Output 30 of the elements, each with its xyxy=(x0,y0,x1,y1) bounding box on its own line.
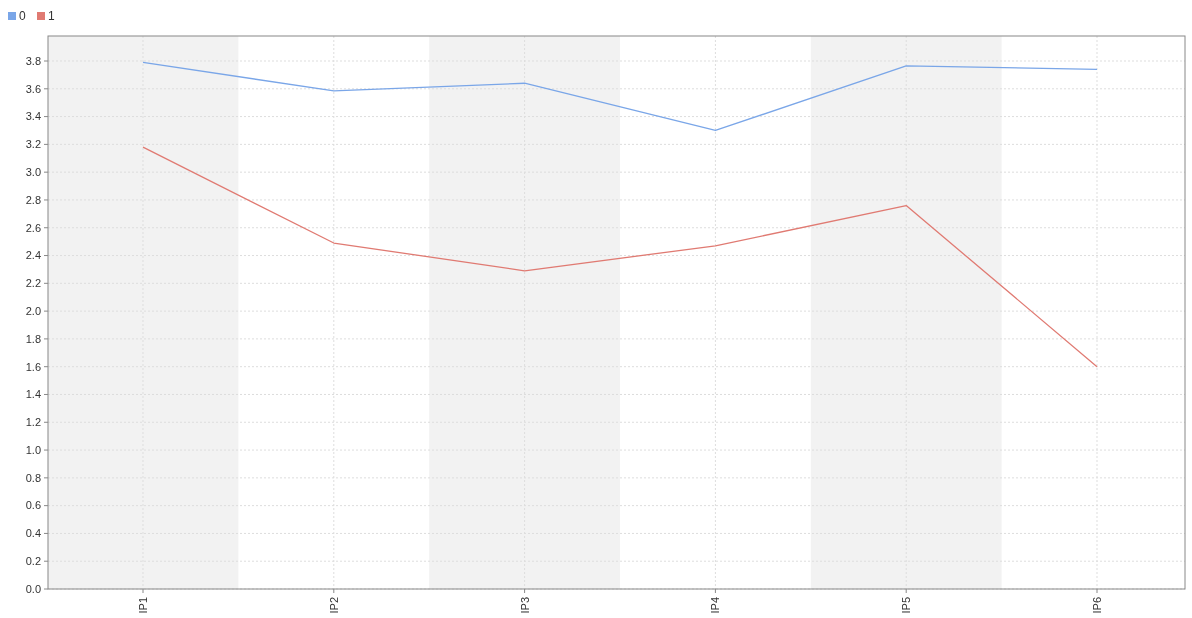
y-tick-label: 3.0 xyxy=(25,166,41,179)
x-tick-label: IP2 xyxy=(327,597,340,614)
y-tick-label: 0.4 xyxy=(25,527,41,540)
y-tick-label: 2.4 xyxy=(25,249,41,262)
x-tick-label: IP3 xyxy=(518,597,531,614)
x-tick-label: IP4 xyxy=(709,597,722,614)
legend-label: 1 xyxy=(48,9,55,23)
y-tick-label: 0.2 xyxy=(25,555,41,568)
y-tick-label: 0.6 xyxy=(25,499,41,512)
y-tick-label: 0.8 xyxy=(25,471,41,484)
y-tick-label: 2.0 xyxy=(25,304,41,317)
x-tick-label: IP1 xyxy=(137,597,149,614)
x-tick-label: IP5 xyxy=(900,597,913,614)
y-tick-label: 2.6 xyxy=(25,221,41,234)
y-tick-label: 1.2 xyxy=(25,416,41,429)
line-series xyxy=(142,61,1098,132)
y-tick-label: 2.8 xyxy=(25,193,41,206)
y-tick-label: 3.6 xyxy=(25,82,41,95)
y-tick-label: 3.8 xyxy=(25,54,41,67)
y-tick-label: 0.0 xyxy=(25,582,41,595)
y-tick-label: 2.2 xyxy=(25,277,41,290)
y-tick-label: 1.0 xyxy=(25,443,41,456)
x-tick-label: IP6 xyxy=(1091,597,1103,614)
line-series xyxy=(142,146,1098,368)
legend-label: 0 xyxy=(19,9,26,23)
y-tick-label: 1.4 xyxy=(25,388,41,401)
y-tick-label: 1.8 xyxy=(25,332,41,345)
y-tick-label: 1.6 xyxy=(25,360,41,373)
y-tick-label: 3.2 xyxy=(25,138,41,151)
y-tick-label: 3.4 xyxy=(25,110,41,123)
